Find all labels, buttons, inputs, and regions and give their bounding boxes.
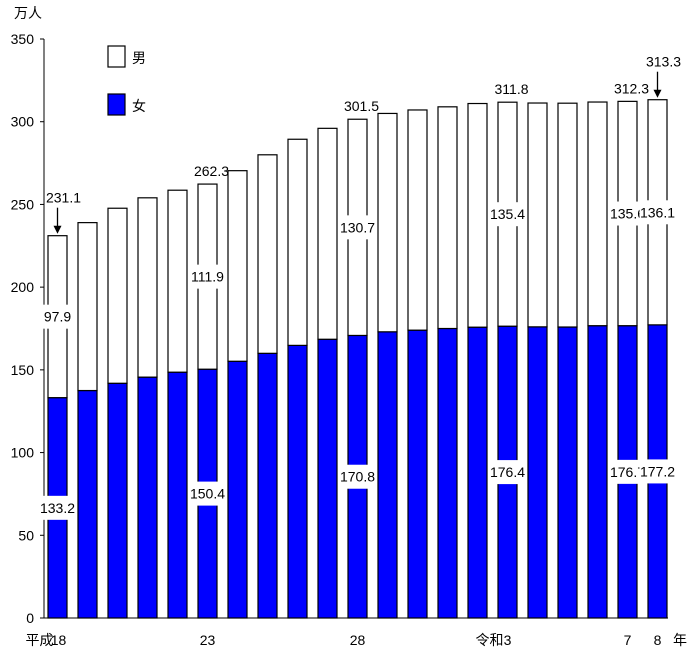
legend-label: 男 <box>132 51 146 67</box>
bar-segment-female <box>77 389 98 619</box>
bar-segment-male <box>137 197 158 378</box>
segment-value-label: 133.2 <box>39 495 76 520</box>
y-tick-label: 350 <box>11 31 35 47</box>
x-tick-label: 23 <box>200 632 216 648</box>
bar-segment-female <box>557 326 578 619</box>
bar-segment-female <box>257 352 278 619</box>
segment-value-text: 136.1 <box>640 204 675 220</box>
label-box <box>189 264 226 289</box>
y-tick-label: 300 <box>11 114 35 130</box>
legend-swatch <box>107 93 126 116</box>
x-tick-label: 18 <box>51 632 67 648</box>
segment-value-text: 176.4 <box>490 464 525 480</box>
bar-segment-male <box>467 102 488 328</box>
total-arrow-head <box>53 225 62 234</box>
segment-value-text: 176.7 <box>610 464 645 480</box>
total-arrow-head <box>653 89 662 98</box>
bar-segment-male <box>317 127 338 340</box>
bar-segment-male <box>527 102 548 328</box>
total-value-label: 301.5 <box>344 98 379 114</box>
bar-segment-male <box>377 112 398 333</box>
bar-segment-female <box>137 376 158 619</box>
bar-segment-male <box>167 189 188 373</box>
x-tick-label: 28 <box>350 632 366 648</box>
bar-segment-female <box>227 360 248 619</box>
total-value-label: 313.3 <box>646 54 681 70</box>
label-box <box>39 304 76 329</box>
total-value-label: 311.8 <box>495 81 529 97</box>
y-tick-label: 250 <box>11 196 35 212</box>
label-box <box>189 481 226 506</box>
label-box <box>39 495 76 520</box>
legend-item: 男 <box>107 45 146 68</box>
y-tick-label: 200 <box>11 279 35 295</box>
segment-value-text: 130.7 <box>340 219 375 235</box>
bars <box>47 99 668 619</box>
bar-segment-female <box>527 326 548 619</box>
bar-segment-male <box>77 222 98 392</box>
y-unit-label: 万人 <box>14 6 42 22</box>
segment-value-label: 170.8 <box>339 464 376 489</box>
bar-segment-female <box>437 327 458 619</box>
bar-segment-male <box>257 154 278 354</box>
legend-label: 女 <box>132 98 146 115</box>
segment-value-text: 97.9 <box>44 309 71 325</box>
bar-segment-male <box>587 101 608 327</box>
segment-value-label: 130.7 <box>339 215 376 240</box>
label-box <box>639 459 676 484</box>
bar-segment-female <box>587 325 608 619</box>
segment-value-text: 170.8 <box>340 469 375 485</box>
y-tick-label: 0 <box>26 610 34 626</box>
data-labels: 133.2 97.9 150.4 111.9 170.8 130.7 176.4 135.4 1… <box>39 54 681 520</box>
segment-value-label: 97.9 <box>39 304 76 329</box>
segment-value-text: 150.4 <box>190 486 225 502</box>
y-tick-label: 50 <box>18 527 34 543</box>
bar-segment-female <box>167 371 188 619</box>
bar-segment-male <box>227 170 248 362</box>
segment-value-text: 135.4 <box>490 206 525 222</box>
bar-segment-female <box>317 338 338 619</box>
total-value-label: 231.1 <box>46 190 81 206</box>
segment-value-label: 150.4 <box>189 481 226 506</box>
bar-segment-male <box>287 138 308 346</box>
segment-value-text: 111.9 <box>191 269 224 285</box>
bar-segment-female <box>377 331 398 619</box>
segment-value-label: 176.4 <box>489 460 526 485</box>
bar-segment-female <box>287 344 308 619</box>
legend-swatch <box>107 45 126 68</box>
segment-value-text: 177.2 <box>640 463 675 479</box>
label-box <box>489 460 526 485</box>
segment-value-label: 136.1 <box>639 200 676 225</box>
x-era-label: 令和 <box>476 633 504 649</box>
segment-value-label: 111.9 <box>189 264 226 289</box>
bar-segment-male <box>437 106 458 330</box>
x-unit-label: 年 <box>673 633 687 649</box>
segment-value-text: 135.6 <box>610 206 645 222</box>
bar-segment-female <box>407 329 428 619</box>
label-box <box>339 215 376 240</box>
total-value-label: 262.3 <box>194 163 229 179</box>
x-tick-label: 8 <box>654 632 662 648</box>
segment-value-label: 135.4 <box>489 202 526 227</box>
legend-item: 女 <box>107 93 146 116</box>
x-era-label: 平成 <box>26 633 54 649</box>
bar-segment-female <box>467 326 488 619</box>
segment-value-label: 177.2 <box>639 459 676 484</box>
label-box <box>339 464 376 489</box>
bar-segment-male <box>557 102 578 328</box>
legend: 男女 <box>107 45 146 116</box>
y-tick-label: 100 <box>11 445 35 461</box>
segment-value-text: 133.2 <box>40 500 75 516</box>
label-box <box>489 202 526 227</box>
bar-segment-male <box>407 109 428 331</box>
bar-segment-female <box>107 382 128 619</box>
label-box <box>639 200 676 225</box>
total-value-label: 312.3 <box>614 80 649 96</box>
y-tick-label: 150 <box>11 362 35 378</box>
x-tick-label: 7 <box>624 632 632 648</box>
bar-segment-male <box>107 207 128 384</box>
x-tick-label: 3 <box>504 632 512 648</box>
